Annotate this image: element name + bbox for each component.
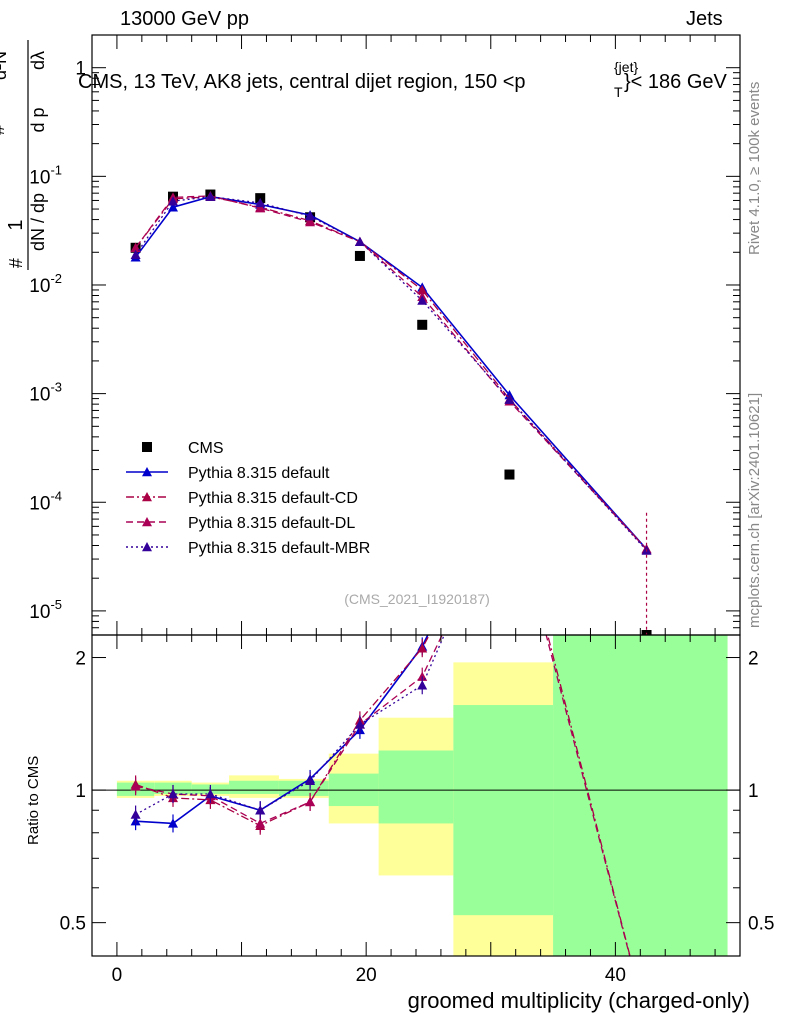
main-y-tick-label: 10-3: [29, 380, 62, 406]
legend-marker: [142, 517, 152, 527]
ratio-band-inner-6: [378, 750, 454, 824]
series-marker-4: [130, 249, 141, 259]
legend-label: Pythia 8.315 default: [188, 465, 330, 482]
main-y-tick-label: 10-5: [29, 597, 62, 623]
chart-title-subscript: T: [614, 84, 623, 100]
main-plot-area: [130, 189, 652, 635]
ratio-y-tick-label-right: 0.5: [748, 914, 774, 935]
ratio-band-inner-8: [553, 635, 728, 956]
series-marker-4: [255, 197, 266, 208]
legend-label: Pythia 8.315 default-MBR: [188, 540, 370, 557]
series-marker-3: [305, 216, 316, 227]
svg-text:# 1 dN / dp: # 1 dN / dp: [2, 193, 48, 268]
svg-text:dλ: dλ: [28, 51, 48, 70]
ratio-marker-3: [168, 788, 178, 799]
chart-title-superscript: {jet}: [614, 59, 638, 75]
series-marker-4: [168, 196, 178, 206]
ratio-y-tick-label: 0.5: [60, 914, 86, 935]
axes: 10-510-410-310-210-110.5 0.51 12 20 20 40: [29, 34, 774, 986]
main-y-tick-label: 10-1: [29, 162, 62, 188]
series-marker-1: [168, 202, 178, 212]
legend-marker: [142, 542, 152, 552]
main-y-tick-label: 10-2: [29, 271, 62, 297]
legend-label: Pythia 8.315 default-DL: [188, 515, 355, 532]
ratio-marker-3: [255, 805, 266, 815]
ratio-y-tick-label: 1: [75, 781, 86, 802]
ratio-marker-0: [168, 818, 178, 828]
cms-data-point: [504, 469, 515, 480]
ratio-marker-3: [354, 719, 365, 729]
series-marker-4: [417, 295, 428, 305]
ratio-y-tick-label-right: 1: [748, 781, 759, 802]
svg-text:d p: d p: [28, 107, 48, 132]
legend-label: Pythia 8.315 default-CD: [188, 490, 358, 507]
series-marker-4: [354, 236, 365, 246]
chart-title: CMS, 13 TeV, AK8 jets, central dijet reg…: [78, 71, 526, 93]
series-marker-2: [417, 284, 428, 295]
legend: CMS Pythia 8.315 default Pythia 8.315 defa…: [126, 440, 370, 557]
main-y-tick-label: 1: [75, 59, 86, 80]
svg-text:#: #: [0, 125, 8, 135]
legend-label: CMS: [188, 440, 224, 457]
ratio-marker-2: [255, 818, 266, 828]
series-marker-4: [504, 394, 515, 404]
series-marker-3: [130, 242, 141, 253]
ratio-marker-2: [305, 796, 316, 807]
x-axis-label: groomed multiplicity (charged-only): [408, 988, 750, 1013]
ratio-marker-3: [417, 680, 428, 690]
legend-marker: [142, 467, 152, 477]
chart-title-end: }< 186 GeV: [624, 71, 728, 93]
series-marker-4: [205, 191, 216, 201]
main-y-axis-label: # 1 dN / dp # d p d²N dλ: [0, 40, 48, 270]
ratio-y-tick-label-right: 2: [748, 649, 759, 670]
svg-text:d²N: d²N: [0, 51, 10, 80]
header-right: Jets: [686, 8, 723, 30]
ratio-plot-area: [92, 635, 740, 956]
series-marker-3: [255, 203, 266, 213]
series-marker-4: [305, 211, 316, 221]
cms-data-point: [417, 319, 428, 330]
main-y-tick-label: 10-4: [29, 488, 62, 514]
ratio-marker-3: [305, 775, 316, 786]
ratio-band-inner-7: [453, 705, 554, 916]
ratio-marker-2: [130, 781, 141, 791]
x-tick-label: 20: [356, 965, 377, 986]
ratio-y-tick-label: 2: [75, 649, 86, 670]
analysis-watermark: (CMS_2021_I1920187): [344, 591, 490, 607]
x-tick-label: 0: [112, 965, 123, 986]
series-line-2: [135, 196, 647, 550]
ratio-marker-1: [417, 643, 428, 653]
legend-marker: [142, 492, 152, 502]
cms-data-point: [354, 250, 365, 261]
ratio-y-axis-label: Ratio to CMS: [25, 756, 42, 845]
ratio-marker-3: [205, 788, 216, 799]
cms-data-point: [641, 630, 652, 635]
ratio-marker-3: [130, 809, 141, 819]
x-tick-label: 40: [605, 965, 626, 986]
legend-marker-cms: [142, 442, 152, 452]
header-left: 13000 GeV pp: [120, 8, 249, 30]
ratio-band-inner-3: [229, 780, 279, 794]
